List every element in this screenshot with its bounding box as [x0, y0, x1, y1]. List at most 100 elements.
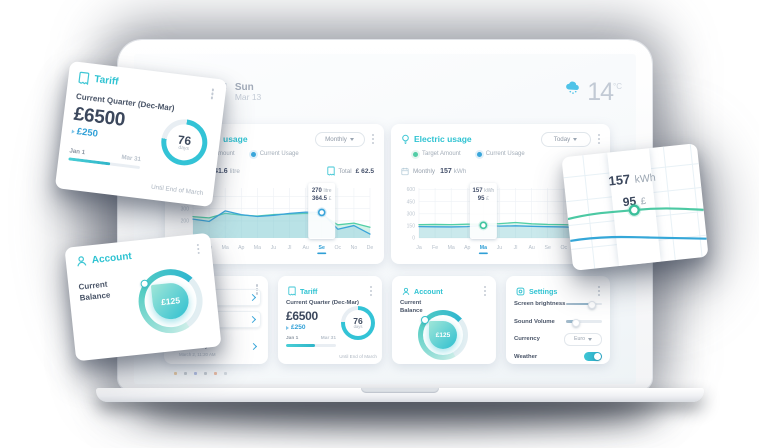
- delta-arrow-icon: [286, 325, 289, 330]
- electric-usage-chart: 0 150 300 450 600 157 kWh 95 £ Ja Fe Ma Ap Ma Ju Jl Au…: [407, 183, 599, 255]
- balance-gauge: £125: [135, 265, 206, 337]
- settings-kebab-icon[interactable]: [597, 289, 600, 293]
- balance-value: £125: [435, 331, 451, 339]
- svg-text:270 litre: 270 litre: [312, 188, 332, 194]
- account-kebab-icon[interactable]: [196, 247, 200, 251]
- tariff-receipt-icon: [288, 286, 296, 296]
- tariff-title: Tariff: [93, 73, 120, 88]
- arrow-right-icon: [248, 293, 257, 301]
- tariff-kebab-icon[interactable]: [210, 92, 214, 96]
- tariff-title: Tariff: [300, 286, 318, 296]
- svg-text:Se: Se: [545, 245, 551, 251]
- water-total-value: £ 62.5: [355, 167, 374, 175]
- svg-text:Ma: Ma: [222, 245, 229, 251]
- water-total: Total £ 62.5: [327, 166, 374, 176]
- account-title: Account: [91, 250, 133, 266]
- floating-electric-zoom-card: 157 kWh 95 £: [561, 143, 709, 271]
- weather-toggle[interactable]: [584, 351, 602, 362]
- rain-cloud-icon: [564, 80, 582, 95]
- svg-text:Ap: Ap: [238, 245, 244, 251]
- water-period-value: Monthly: [325, 135, 347, 143]
- svg-text:Fe: Fe: [432, 245, 438, 251]
- tariff-end: Mar 31: [320, 336, 336, 341]
- electric-legend: Target Amount Current Usage: [413, 151, 525, 157]
- person-icon: [402, 287, 410, 296]
- svg-text:157 kWh: 157 kWh: [473, 188, 495, 194]
- svg-text:Ma: Ma: [480, 245, 487, 251]
- currency-value: Euro: [574, 336, 585, 342]
- water-total-label: Total: [338, 167, 352, 175]
- water-current-label: Current Usage: [259, 151, 299, 157]
- temperature-unit: °C: [613, 82, 622, 91]
- electric-period-amount: 157: [440, 167, 452, 175]
- currency-label: Currency: [514, 336, 540, 342]
- footer-icons: [174, 372, 227, 375]
- svg-text:450: 450: [407, 199, 416, 205]
- floating-account-card: Account Current Balance £125: [64, 232, 222, 362]
- laptop-lid-notch: [361, 388, 439, 393]
- laptop-base: [96, 388, 704, 402]
- arrow-right-icon: [248, 315, 257, 323]
- brightness-label: Screen brightness: [514, 301, 566, 307]
- electric-period-label: Monthly: [413, 167, 436, 175]
- tariff-delta: £250: [286, 324, 305, 331]
- tariff-kebab-icon[interactable]: [369, 289, 372, 293]
- electric-menu-kebab-icon[interactable]: [597, 137, 600, 141]
- svg-text:Jl: Jl: [288, 245, 292, 251]
- balance-gauge: £125: [418, 310, 468, 360]
- svg-text:0: 0: [412, 236, 415, 242]
- volume-slider[interactable]: [566, 318, 602, 327]
- svg-text:600: 600: [407, 187, 416, 193]
- svg-text:De: De: [367, 245, 374, 251]
- water-period-unit: litre: [229, 167, 240, 175]
- tariff-quarter: Current Quarter (Dec-Mar): [286, 300, 359, 306]
- svg-text:Oc: Oc: [560, 245, 567, 251]
- svg-text:Ma: Ma: [448, 245, 455, 251]
- svg-text:Ju: Ju: [497, 245, 503, 251]
- svg-text:95 £: 95 £: [478, 196, 489, 202]
- tariff-start: Jan 1: [286, 336, 299, 341]
- tariff-progress-bar: [286, 344, 336, 347]
- svg-text:150: 150: [407, 224, 416, 230]
- receipt-icon: [327, 166, 335, 176]
- electric-usage-title: Electric usage: [414, 134, 472, 144]
- volume-label: Sound Volume: [514, 318, 555, 325]
- electric-period-value: Today: [553, 135, 571, 143]
- tariff-amount: £6500: [286, 309, 318, 323]
- floating-tariff-card: Tariff Current Quarter (Dec-Mar) £6500 £…: [54, 60, 228, 208]
- water-usage-title: usage: [223, 134, 248, 144]
- tariff-footer: Until End of March: [339, 354, 377, 359]
- lightbulb-icon: [401, 134, 410, 145]
- svg-text:Ja: Ja: [416, 245, 422, 251]
- weather-widget: 14 °C: [564, 80, 622, 105]
- list-item-time: March 2, 11:20 AM: [179, 352, 216, 358]
- tariff-days-value: 76: [353, 315, 363, 326]
- electric-current-label: Current Usage: [485, 151, 525, 157]
- tariff-receipt-icon: [78, 71, 91, 86]
- water-menu-kebab-icon[interactable]: [371, 137, 374, 141]
- electric-zoom-unit: kWh: [634, 171, 657, 186]
- svg-text:300: 300: [407, 211, 416, 217]
- brightness-slider[interactable]: [566, 301, 602, 309]
- electric-period-dropdown[interactable]: Today: [540, 131, 591, 147]
- svg-text:Ma: Ma: [254, 245, 261, 251]
- svg-text:200: 200: [181, 219, 190, 225]
- balance-label-1: Current: [400, 300, 422, 306]
- chevron-down-icon: [587, 337, 592, 341]
- temperature-value: 14: [587, 78, 614, 106]
- current-dot-icon: [250, 151, 256, 157]
- person-icon: [75, 255, 87, 268]
- current-dot-icon: [476, 151, 482, 157]
- gear-icon: [516, 287, 525, 296]
- svg-text:No: No: [351, 245, 358, 251]
- tariff-start: Jan 1: [68, 147, 86, 157]
- gauge-handle-icon: [421, 316, 429, 324]
- water-drop-badge: £125: [429, 321, 457, 349]
- settings-title: Settings: [529, 286, 558, 296]
- tariff-card: Tariff Current Quarter (Dec-Mar) £6500 £…: [278, 276, 382, 364]
- currency-select[interactable]: Euro: [564, 332, 602, 346]
- water-period-dropdown[interactable]: Monthly: [314, 131, 365, 147]
- account-kebab-icon[interactable]: [483, 289, 486, 293]
- account-card: Account Current Balance £125: [392, 276, 496, 364]
